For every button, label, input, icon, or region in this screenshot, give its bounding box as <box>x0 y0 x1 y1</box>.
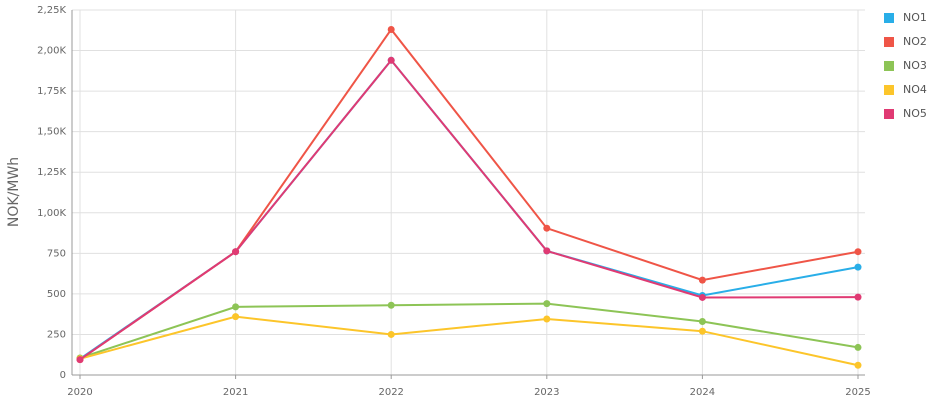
y-tick-label: 500 <box>47 289 66 300</box>
x-tick-label: 2022 <box>378 387 403 398</box>
line <box>79 58 859 361</box>
y-tick-label: 1,00K <box>37 208 66 219</box>
point <box>76 356 84 364</box>
point <box>543 315 551 323</box>
point <box>543 224 551 232</box>
legend-swatch <box>884 109 894 119</box>
point <box>854 293 862 301</box>
x-tick-label: 2023 <box>534 387 559 398</box>
x-tick-label: 2024 <box>690 387 715 398</box>
point <box>854 343 862 351</box>
point <box>854 263 862 271</box>
y-tick-label: 2,00K <box>37 46 66 57</box>
legend-swatch <box>884 13 894 23</box>
point <box>543 300 551 308</box>
point <box>543 247 551 255</box>
line <box>79 27 859 361</box>
line <box>79 58 859 360</box>
legend-label: NO4 <box>903 83 927 96</box>
point <box>387 330 395 338</box>
legend-label: NO3 <box>903 59 927 72</box>
y-tick-label: 250 <box>47 329 66 340</box>
legend-label: NO2 <box>903 35 927 48</box>
point <box>698 317 706 325</box>
point <box>698 293 706 301</box>
legend-label: NO5 <box>903 107 927 120</box>
x-tick-label: 2025 <box>845 387 870 398</box>
legend-label: NO1 <box>903 11 927 24</box>
point <box>698 276 706 284</box>
point <box>232 248 240 256</box>
y-tick-label: 1,75K <box>37 86 66 97</box>
y-axis-title: NOK/MWh <box>6 157 22 227</box>
point <box>387 25 395 33</box>
y-tick-label: 750 <box>47 248 66 259</box>
point <box>387 301 395 309</box>
point <box>854 361 862 369</box>
legend-swatch <box>884 37 894 47</box>
point <box>854 248 862 256</box>
line <box>79 302 859 359</box>
y-tick-label: 0 <box>60 370 66 381</box>
x-tick-label: 2021 <box>223 387 248 398</box>
y-tick-label: 1,25K <box>37 167 66 178</box>
legend: NO1 NO2 NO3 NO4 NO5 <box>884 11 927 120</box>
y-tick-label: 1,50K <box>37 127 66 138</box>
legend-swatch <box>884 61 894 71</box>
point <box>387 56 395 64</box>
point <box>232 303 240 311</box>
legend-swatch <box>884 85 894 95</box>
x-tick-label: 2020 <box>67 387 92 398</box>
line <box>79 315 859 367</box>
y-tick-label: 2,25K <box>37 5 66 16</box>
point <box>232 313 240 321</box>
point <box>698 327 706 335</box>
